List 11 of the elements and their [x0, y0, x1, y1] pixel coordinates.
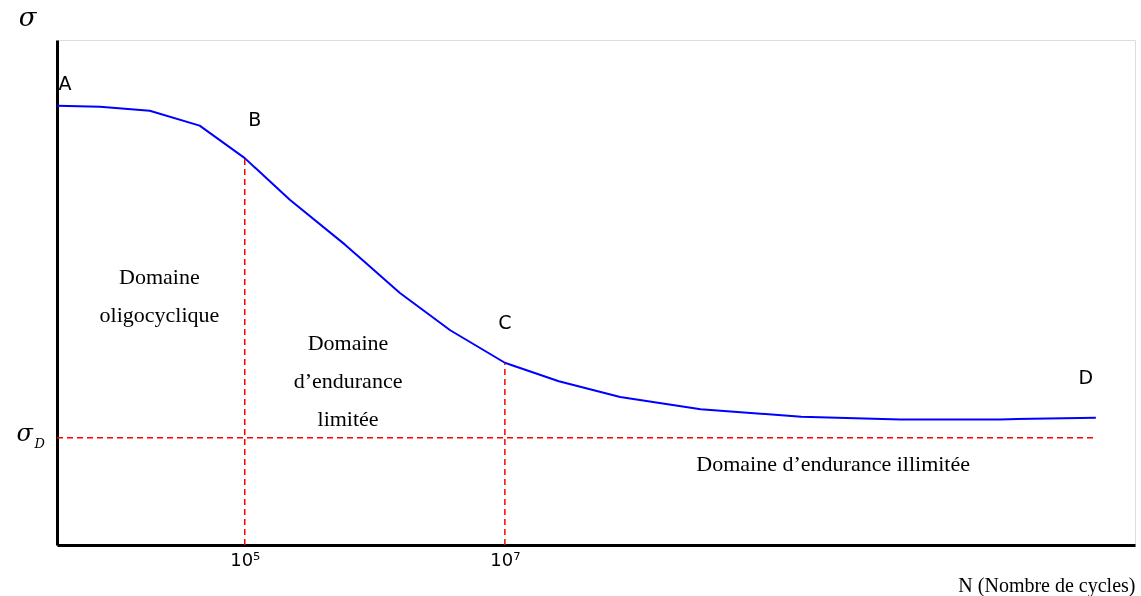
y-axis-title: σ — [18, 1, 38, 32]
annotation: Domaine oligocyclique — [99, 264, 220, 328]
x-tick-label: 10⁵ — [230, 548, 261, 570]
annotation: Domaine d’endurance limitée — [293, 330, 403, 431]
annotation: Domaine d’endurance illimitée — [696, 451, 970, 477]
annotation: D — [1078, 365, 1094, 388]
annotation: A — [58, 71, 72, 94]
annotation: C — [498, 310, 512, 333]
annotation: B — [248, 108, 262, 131]
x-axis-title: N (Nombre de cycles) — [958, 573, 1136, 596]
x-tick-label: 10⁷ — [490, 548, 521, 570]
